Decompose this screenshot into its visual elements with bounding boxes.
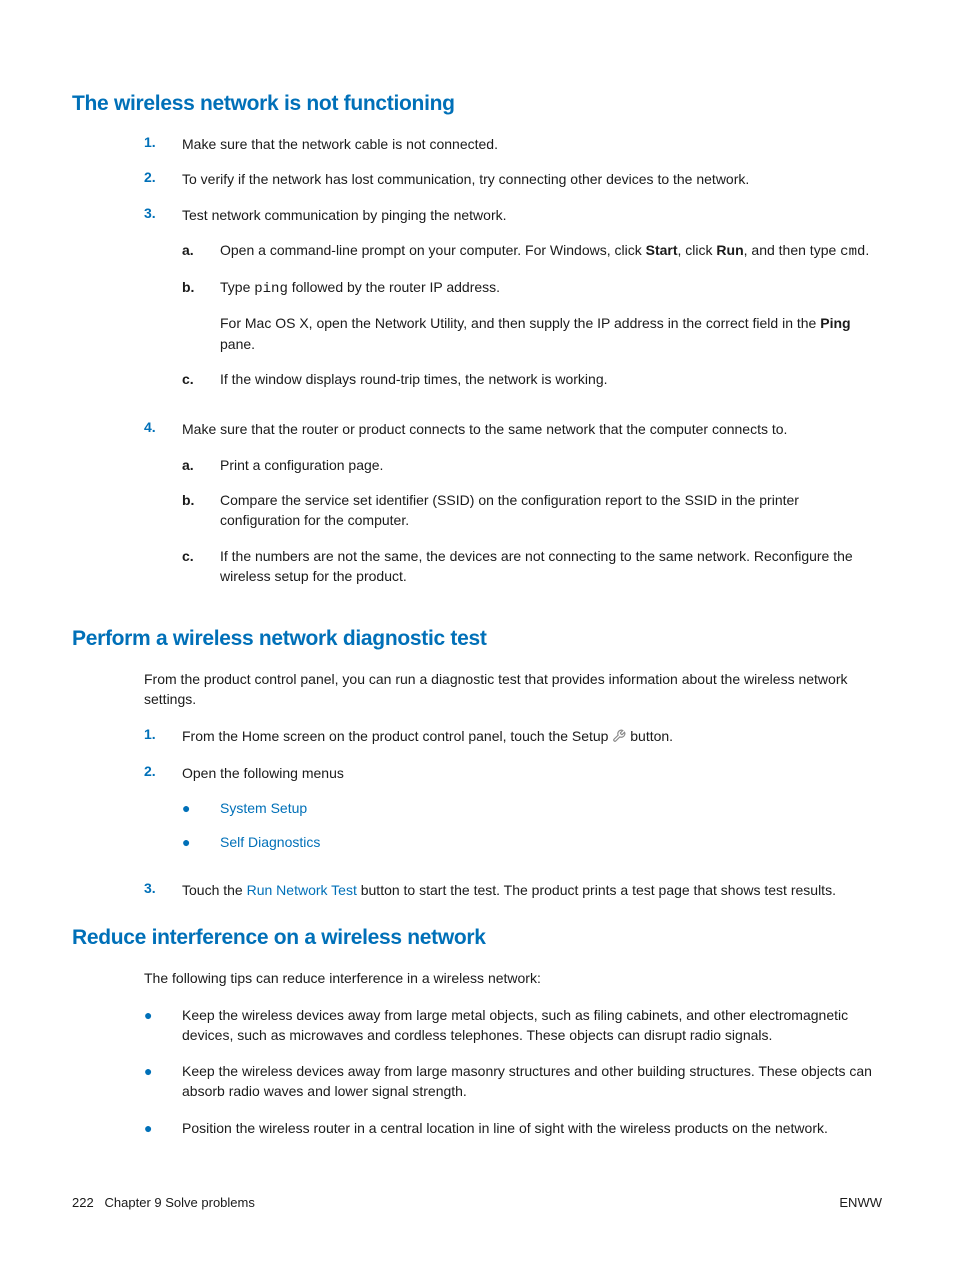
sub-content: If the numbers are not the same, the dev…: [220, 546, 882, 587]
footer-left: 222 Chapter 9 Solve problems: [72, 1195, 255, 1210]
list-content: Make sure that the router or product con…: [182, 419, 882, 601]
section3-intro: The following tips can reduce interferen…: [144, 968, 882, 988]
list-content: Make sure that the network cable is not …: [182, 134, 882, 154]
bullet-item: ● System Setup: [182, 798, 882, 818]
bullet-item: ● Self Diagnostics: [182, 832, 882, 852]
list-marker: 3.: [144, 205, 182, 405]
sub-marker: a.: [182, 455, 220, 475]
wrench-icon: [612, 728, 626, 748]
bullet-content: Keep the wireless devices away from larg…: [182, 1061, 882, 1102]
list-item: 2. To verify if the network has lost com…: [144, 169, 882, 189]
list-item: 4. Make sure that the router or product …: [144, 419, 882, 601]
text: Make sure that the router or product con…: [182, 421, 787, 437]
list-item: 2. Open the following menus ● System Set…: [144, 763, 882, 865]
bullet-item: ● Keep the wireless devices away from la…: [144, 1005, 882, 1046]
sub-marker: b.: [182, 490, 220, 531]
list-marker: 1.: [144, 134, 182, 154]
sub-list-item: b. Compare the service set identifier (S…: [182, 490, 882, 531]
bullet-content: Self Diagnostics: [220, 832, 882, 852]
section2-intro: From the product control panel, you can …: [144, 669, 882, 710]
bullet-list: ● System Setup ● Self Diagnostics: [182, 798, 882, 852]
sub-list-item: a. Print a configuration page.: [182, 455, 882, 475]
list-item: 3. Test network communication by pinging…: [144, 205, 882, 405]
text: Test network communication by pinging th…: [182, 207, 507, 223]
sub-content: Type ping followed by the router IP addr…: [220, 277, 882, 354]
list-content: Test network communication by pinging th…: [182, 205, 882, 405]
list-item: 1. Make sure that the network cable is n…: [144, 134, 882, 154]
list-marker: 2.: [144, 763, 182, 865]
page-number: 222: [72, 1195, 94, 1210]
list-content: Touch the Run Network Test button to sta…: [182, 880, 882, 900]
list-content: To verify if the network has lost commun…: [182, 169, 882, 189]
bullet-content: Position the wireless router in a centra…: [182, 1118, 882, 1138]
sub-content: Compare the service set identifier (SSID…: [220, 490, 882, 531]
sub-list-item: c. If the window displays round-trip tim…: [182, 369, 882, 389]
list-marker: 2.: [144, 169, 182, 189]
bullet-marker: ●: [144, 1118, 182, 1138]
sub-marker: b.: [182, 277, 220, 354]
list-marker: 1.: [144, 726, 182, 748]
document-page: The wireless network is not functioning …: [0, 0, 954, 1138]
extra-paragraph: For Mac OS X, open the Network Utility, …: [220, 313, 882, 354]
section2-list: 1. From the Home screen on the product c…: [144, 726, 882, 900]
section3-bullets: ● Keep the wireless devices away from la…: [144, 1005, 882, 1138]
bullet-item: ● Keep the wireless devices away from la…: [144, 1061, 882, 1102]
page-footer: 222 Chapter 9 Solve problems ENWW: [72, 1195, 882, 1210]
bullet-content: Keep the wireless devices away from larg…: [182, 1005, 882, 1046]
bullet-content: System Setup: [220, 798, 882, 818]
bullet-marker: ●: [144, 1061, 182, 1102]
list-item: 1. From the Home screen on the product c…: [144, 726, 882, 748]
list-content: Open the following menus ● System Setup …: [182, 763, 882, 865]
sub-content: If the window displays round-trip times,…: [220, 369, 882, 389]
sub-list-item: a. Open a command-line prompt on your co…: [182, 240, 882, 262]
list-item: 3. Touch the Run Network Test button to …: [144, 880, 882, 900]
section1-list: 1. Make sure that the network cable is n…: [144, 134, 882, 601]
sub-list-item: b. Type ping followed by the router IP a…: [182, 277, 882, 354]
sub-marker: c.: [182, 369, 220, 389]
section-heading-wireless-not-functioning: The wireless network is not functioning: [72, 92, 882, 116]
sub-list-item: c. If the numbers are not the same, the …: [182, 546, 882, 587]
sub-content: Open a command-line prompt on your compu…: [220, 240, 882, 262]
bullet-marker: ●: [182, 798, 220, 818]
list-marker: 3.: [144, 880, 182, 900]
list-marker: 4.: [144, 419, 182, 601]
sub-list: a. Print a configuration page. b. Compar…: [182, 455, 882, 586]
section-heading-diagnostic-test: Perform a wireless network diagnostic te…: [72, 627, 882, 651]
text: Open the following menus: [182, 765, 344, 781]
bullet-marker: ●: [144, 1005, 182, 1046]
sub-content: Print a configuration page.: [220, 455, 882, 475]
sub-list: a. Open a command-line prompt on your co…: [182, 240, 882, 389]
chapter-label: Chapter 9 Solve problems: [105, 1195, 255, 1210]
bullet-item: ● Position the wireless router in a cent…: [144, 1118, 882, 1138]
sub-marker: a.: [182, 240, 220, 262]
section-heading-reduce-interference: Reduce interference on a wireless networ…: [72, 926, 882, 950]
list-content: From the Home screen on the product cont…: [182, 726, 882, 748]
bullet-marker: ●: [182, 832, 220, 852]
footer-right: ENWW: [839, 1195, 882, 1210]
sub-marker: c.: [182, 546, 220, 587]
